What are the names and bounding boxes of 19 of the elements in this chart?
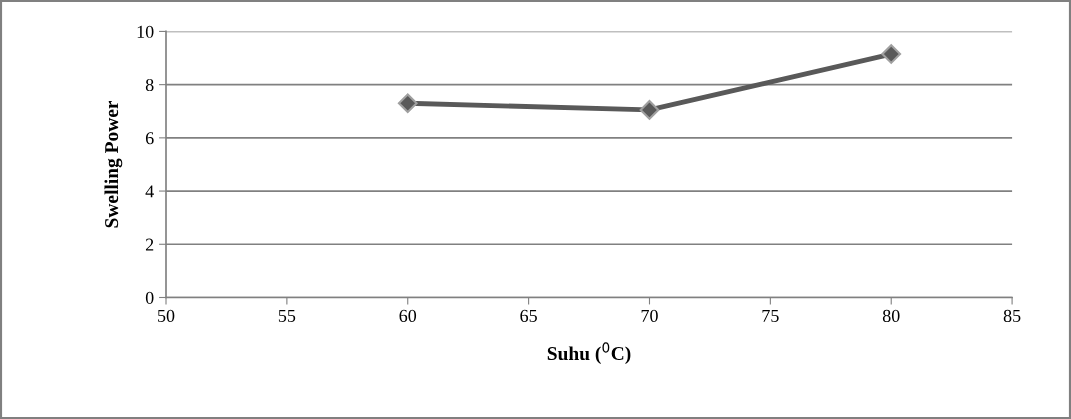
x-tick-label: 70 (641, 309, 658, 322)
y-tick-label: 4 (145, 185, 154, 198)
y-tick-label: 0 (145, 291, 154, 304)
x-axis-title: Suhu ($^{0}$C) (547, 342, 631, 365)
x-tick-label: 60 (399, 309, 417, 322)
y-tick-label: 2 (145, 238, 154, 251)
point (639, 100, 660, 120)
point (881, 44, 902, 64)
point (397, 93, 418, 114)
x-tick-label: 55 (278, 310, 296, 322)
y-tick-label: 8 (145, 78, 154, 92)
x-tick-label: 50 (158, 309, 175, 322)
x-tick-label: 80 (882, 309, 900, 322)
x-tick-label: 75 (762, 310, 779, 322)
x-tick-label: 65 (520, 309, 537, 322)
y-axis-title: Swelling Power (104, 100, 123, 228)
y-tick-label: 6 (145, 132, 154, 145)
y-tick-label: 10 (137, 25, 154, 38)
x-tick-label: 85 (1003, 309, 1021, 322)
